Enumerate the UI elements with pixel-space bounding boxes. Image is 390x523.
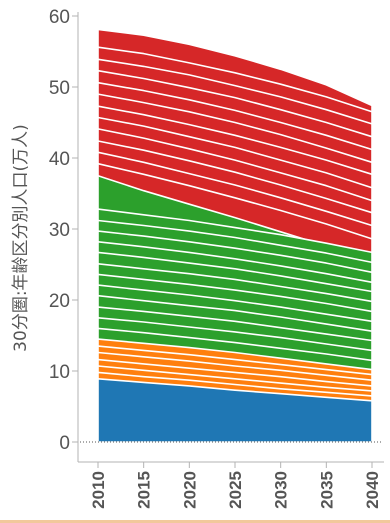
- y-tick-label: 50: [49, 78, 70, 99]
- y-tick-label: 30: [49, 220, 70, 241]
- y-tick-label: 60: [49, 7, 70, 28]
- area-band-blue-1: [97, 378, 373, 443]
- y-tick-label: 10: [49, 362, 70, 383]
- x-tick-label: 2035: [317, 471, 336, 509]
- y-axis-label: 30分圏:年齢区分別人口(万人): [11, 124, 31, 352]
- x-tick-label: 2040: [363, 471, 382, 509]
- x-tick-label: 2020: [180, 471, 199, 509]
- x-tick-label: 2030: [272, 471, 291, 509]
- y-tick-label: 40: [49, 149, 70, 170]
- x-tick-label: 2015: [135, 471, 154, 509]
- x-tick-label: 2010: [89, 471, 108, 509]
- area-bands: [97, 28, 373, 443]
- y-tick-label: 0: [59, 433, 70, 454]
- y-tick-label: 20: [49, 291, 70, 312]
- x-tick-label: 2025: [226, 471, 245, 509]
- bottom-edge-strip: [0, 520, 390, 523]
- x-axis-ticks: 2010 2015 2020 2025 2030 2035 2040: [89, 462, 382, 509]
- y-axis-ticks: 0 10 20 30 40 50 60: [49, 7, 78, 454]
